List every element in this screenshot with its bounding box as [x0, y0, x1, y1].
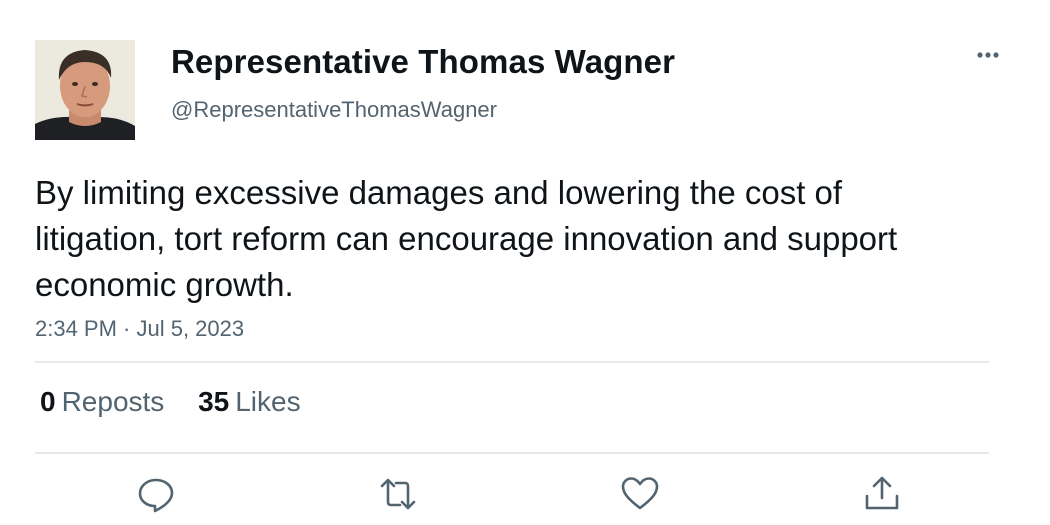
- reply-button[interactable]: [136, 474, 176, 514]
- author-avatar[interactable]: [35, 40, 135, 140]
- likes-label: Likes: [235, 386, 301, 417]
- reply-icon: [138, 478, 174, 513]
- author-handle[interactable]: @RepresentativeThomasWagner: [171, 97, 497, 122]
- likes-count: 35: [198, 386, 230, 417]
- reposts-stat[interactable]: 0 Reposts: [40, 386, 164, 418]
- engagement-stats: 0 Reposts 35 Likes: [40, 386, 327, 418]
- repost-button[interactable]: [378, 474, 418, 514]
- likes-stat[interactable]: 35 Likes: [198, 386, 301, 418]
- reposts-label: Reposts: [61, 386, 165, 417]
- tweet-text: By limiting excessive damages and loweri…: [35, 174, 898, 303]
- share-button[interactable]: [862, 474, 902, 514]
- more-options-button[interactable]: [968, 40, 1008, 70]
- avatar-photo-icon: [35, 40, 135, 140]
- author-name[interactable]: Representative Thomas Wagner: [171, 43, 676, 80]
- like-icon: [621, 477, 659, 510]
- share-icon: [865, 476, 899, 510]
- like-button[interactable]: [620, 474, 660, 514]
- divider: [35, 361, 989, 363]
- more-options-icon: [977, 52, 999, 58]
- reposts-count: 0: [40, 386, 56, 417]
- repost-icon: [380, 478, 416, 510]
- tweet-timestamp[interactable]: 2:34 PM · Jul 5, 2023: [35, 316, 245, 341]
- divider: [35, 452, 989, 454]
